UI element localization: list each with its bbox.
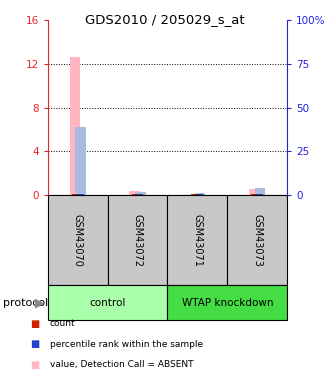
Text: ■: ■ [30, 319, 39, 329]
Text: GDS2010 / 205029_s_at: GDS2010 / 205029_s_at [85, 13, 245, 26]
Bar [137, 194, 144, 195]
Text: ▶: ▶ [35, 296, 44, 309]
Text: GSM43070: GSM43070 [73, 214, 83, 266]
Text: protocol: protocol [3, 297, 49, 307]
Text: GSM43073: GSM43073 [252, 214, 262, 266]
Bar [254, 188, 265, 195]
Bar [251, 194, 258, 195]
Bar [135, 192, 146, 195]
Bar [72, 194, 78, 195]
Text: control: control [89, 297, 126, 307]
Bar [257, 194, 263, 195]
Text: ■: ■ [30, 339, 39, 350]
Bar [70, 57, 81, 195]
Bar [168, 195, 227, 285]
Text: percentile rank within the sample: percentile rank within the sample [50, 340, 203, 349]
Bar [195, 193, 206, 195]
Bar [191, 194, 198, 195]
Bar [197, 194, 203, 195]
Bar [77, 194, 84, 195]
Text: GSM43071: GSM43071 [192, 214, 202, 266]
Bar [75, 127, 86, 195]
Bar [108, 195, 167, 285]
Bar [48, 195, 108, 285]
Bar [132, 194, 138, 195]
Text: ■: ■ [30, 360, 39, 370]
Bar [129, 191, 140, 195]
Text: value, Detection Call = ABSENT: value, Detection Call = ABSENT [50, 360, 193, 369]
Bar [48, 285, 168, 320]
Text: GSM43072: GSM43072 [133, 213, 143, 267]
Bar [227, 195, 287, 285]
Text: count: count [50, 319, 75, 328]
Bar [168, 285, 287, 320]
Text: WTAP knockdown: WTAP knockdown [182, 297, 273, 307]
Bar [249, 189, 260, 195]
